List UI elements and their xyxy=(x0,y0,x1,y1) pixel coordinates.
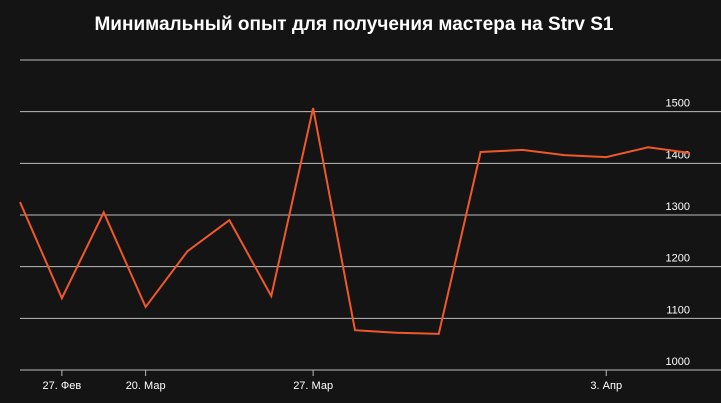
x-tick-label: 3. Апр xyxy=(590,380,622,392)
x-tick-label: 20. Мар xyxy=(126,380,166,392)
x-tick-label: 27. Мар xyxy=(293,380,333,392)
y-tick-label: 1500 xyxy=(666,98,690,110)
y-tick-label: 1200 xyxy=(666,253,690,265)
y-tick-label: 1000 xyxy=(666,356,690,368)
chart-title: Минимальный опыт для получения мастера н… xyxy=(94,14,613,35)
y-tick-label: 1300 xyxy=(666,201,690,213)
line-series xyxy=(19,107,691,335)
x-tick-label: 27. Фев xyxy=(43,380,82,392)
y-tick-label: 1100 xyxy=(666,304,690,316)
